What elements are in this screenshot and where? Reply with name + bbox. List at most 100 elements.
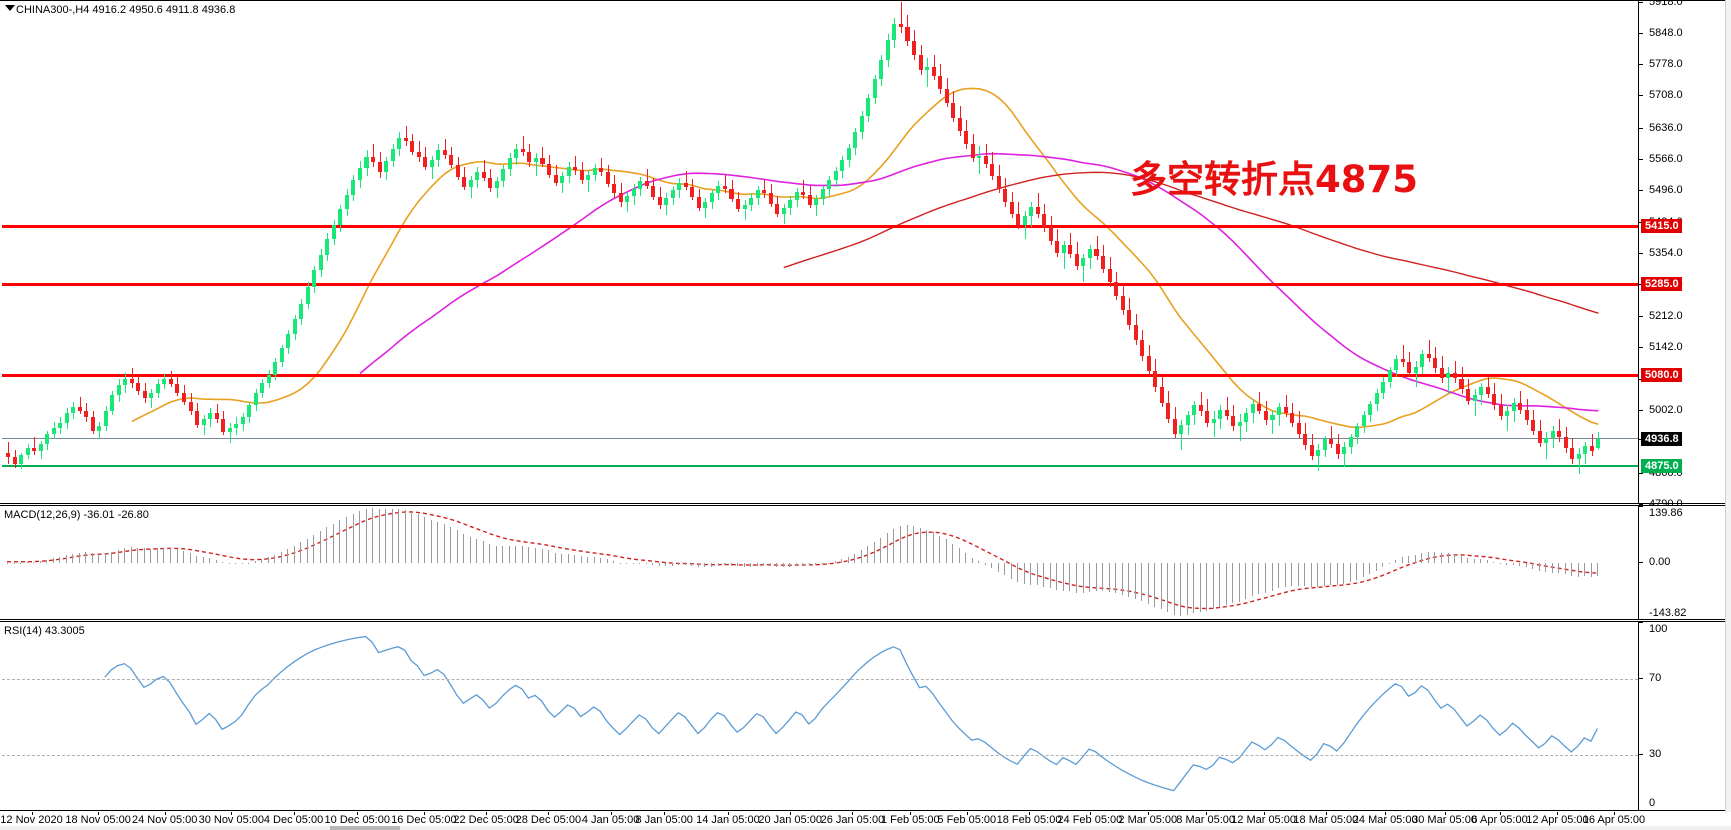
candle-wick (1454, 360, 1456, 383)
macd-histogram-bar (1519, 562, 1521, 566)
candle-body (827, 180, 832, 189)
macd-histogram-bar (241, 562, 243, 564)
macd-histogram-bar (750, 562, 751, 567)
price-scale-label: 5778.0 (1649, 58, 1683, 71)
macd-histogram-bar (945, 539, 947, 563)
candle-wick (1096, 236, 1098, 261)
macd-histogram-bar (730, 562, 732, 566)
macd-histogram-bar (1232, 562, 1234, 604)
macd-histogram-bar (867, 546, 869, 563)
time-axis-label: 18 Nov 05:00 (65, 814, 131, 826)
macd-histogram-bar (1388, 562, 1390, 564)
candle-body (1257, 403, 1262, 411)
candle-wick (1507, 405, 1509, 431)
macd-histogram-bar (1225, 562, 1227, 605)
candle-body (749, 197, 754, 205)
price-badge-red: 5080.0 (1641, 367, 1682, 382)
level-line-resistance-3[interactable] (2, 373, 1638, 377)
rsi-plot-area[interactable] (2, 623, 1638, 809)
macd-histogram-bar (1049, 562, 1051, 589)
price-scale[interactable]: 5918.0 5848.0 5778.0 5708.0 5636.0 5566.0 5496… (1638, 0, 1731, 510)
macd-histogram-bar (1023, 562, 1025, 585)
candle-body (1407, 362, 1412, 373)
candle-wick (34, 437, 36, 456)
candle-body (1329, 439, 1334, 444)
level-line-support-1[interactable] (2, 465, 1638, 468)
macd-histogram-bar (196, 555, 197, 563)
macd-histogram-bar (430, 519, 432, 563)
candle-body (25, 448, 30, 456)
time-axis-label: 14 Jan 05:00 (696, 814, 760, 826)
macd-histogram-bar (1545, 562, 1547, 573)
time-tick (910, 812, 912, 815)
macd-histogram-bar (1219, 562, 1221, 607)
candle-wick (79, 397, 81, 415)
chevron-down-icon[interactable] (5, 5, 15, 11)
candle-body (566, 166, 571, 176)
time-tick (1205, 812, 1207, 815)
candle-body (1016, 213, 1021, 225)
time-tick (357, 812, 359, 815)
macd-histogram-bar (691, 562, 693, 566)
level-line-last-price[interactable] (2, 437, 1638, 439)
candle-wick (1331, 426, 1333, 449)
horizontal-scrollbar[interactable] (0, 826, 1731, 830)
macd-histogram-bar (372, 508, 373, 563)
macd-histogram-bar (919, 528, 921, 563)
candle-wick (1037, 193, 1039, 219)
candle-wick (1063, 240, 1065, 269)
time-tick (1499, 812, 1501, 815)
macd-histogram-bar (1427, 551, 1429, 563)
candle-body (1055, 240, 1060, 253)
macd-histogram-bar (1564, 562, 1566, 575)
macd-histogram-bar (176, 549, 178, 563)
candle-wick (1318, 443, 1320, 471)
candle-wick (575, 155, 577, 175)
candle-body (175, 383, 180, 393)
candle-body (1133, 325, 1138, 341)
time-axis-label: 28 Dec 05:00 (515, 814, 582, 826)
candle-wick (646, 169, 648, 189)
macd-histogram-bar (1447, 553, 1449, 563)
candle-body (344, 194, 349, 210)
price-plot-area[interactable] (2, 2, 1638, 502)
time-axis[interactable]: 12 Nov 2020 18 Nov 05:00 24 Nov 05:00 30 No… (0, 812, 1731, 830)
candle-body (866, 98, 871, 116)
macd-histogram-bar (776, 562, 778, 567)
macd-histogram-bar (1382, 562, 1384, 568)
candle-body (188, 401, 193, 411)
macd-histogram-bar (1193, 562, 1195, 614)
macd-histogram-bar (1375, 562, 1377, 571)
symbol-header: CHINA300-,H4 4916.2 4950.6 4911.8 4936.8 (16, 4, 236, 16)
level-line-resistance-2[interactable] (2, 282, 1638, 286)
macd-histogram-bar (235, 562, 237, 564)
macd-histogram-bar (561, 553, 562, 563)
macd-histogram-bar (1304, 562, 1306, 587)
macd-histogram-bar (72, 553, 74, 563)
candle-body (1205, 411, 1210, 423)
time-tick (31, 812, 33, 815)
macd-plot-area[interactable] (2, 507, 1638, 618)
candle-body (664, 197, 669, 205)
candle-body (1446, 372, 1451, 379)
macd-histogram-bar (1238, 562, 1240, 602)
macd-histogram-bar (724, 562, 725, 566)
candle-body (1224, 409, 1229, 416)
macd-histogram-bar (117, 549, 119, 563)
vertical-scrollbar[interactable] (1725, 0, 1731, 812)
time-tick (164, 812, 166, 815)
macd-histogram-bar (1069, 562, 1071, 592)
level-line-resistance-1[interactable] (2, 224, 1638, 228)
candle-wick (444, 139, 446, 160)
scrollbar-thumb[interactable] (330, 826, 400, 830)
macd-histogram-bar (626, 562, 628, 564)
candle-body (299, 303, 304, 320)
candle-body (1218, 409, 1223, 419)
candle-wick (985, 143, 987, 168)
macd-histogram-bar (717, 562, 719, 566)
macd-scale-label: 0.00 (1649, 555, 1671, 568)
candle-body (1146, 356, 1151, 372)
candle-body (1439, 368, 1444, 379)
macd-histogram-bar (1128, 562, 1130, 597)
candle-body (195, 410, 200, 425)
